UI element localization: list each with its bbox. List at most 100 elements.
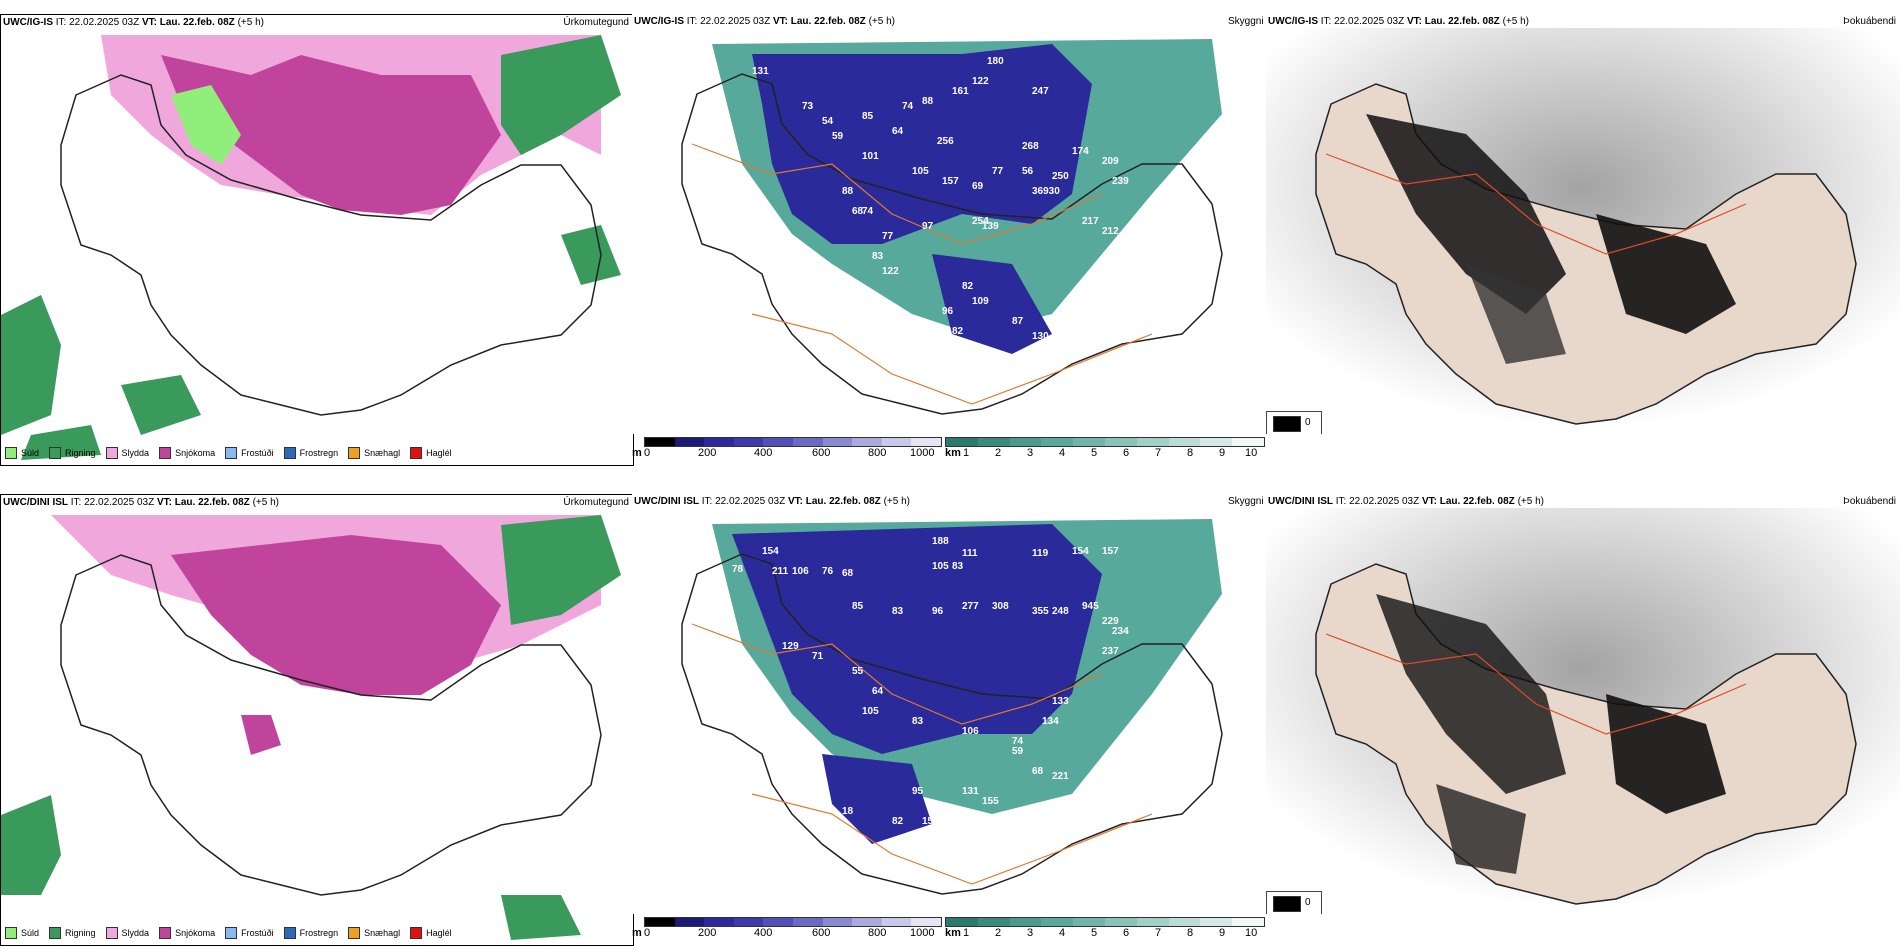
cloud-height-label: 78 [732, 564, 744, 575]
panel-title: Þokuábendi [1843, 16, 1896, 27]
cloud-height-label: 209 [1102, 156, 1119, 167]
cloud-panel-top: UWC/IG-IS IT: 22.02.2025 03Z VT: Lau. 22… [632, 14, 1264, 434]
legend-item: Slydda [105, 927, 149, 939]
cloud-height-label: 131 [752, 66, 769, 77]
legend-item: Haglél [410, 927, 452, 939]
cloud-height-label: 82 [962, 281, 974, 292]
cloud-height-label: 73 [802, 101, 814, 112]
cloud-height-label: 82 [952, 326, 964, 337]
cloud-height-label: 180 [987, 56, 1004, 67]
cloud-height-label: 83 [912, 716, 924, 727]
precip-type-panel-bottom: UWC/DINI ISL IT: 22.02.2025 03Z VT: Lau.… [0, 494, 634, 946]
cloud-height-label: 95 [912, 786, 924, 797]
skyggni-label: Skyggni [1228, 496, 1264, 507]
cloud-height-label: 155 [982, 796, 999, 807]
cloud-height-label: 212 [1102, 226, 1119, 237]
cloud-height-label: 36930 [1032, 186, 1060, 197]
panel-title: Úrkomutegund [563, 17, 629, 28]
precip-map [1, 35, 621, 460]
cloud-height-label: 69 [972, 181, 984, 192]
cloud-height-label: 133 [1052, 696, 1069, 707]
cloud-height-label: 119 [1032, 548, 1049, 559]
cloud-height-label: 83 [892, 606, 904, 617]
cloud-height-label: 68 [842, 568, 854, 579]
visibility-colorbar-top: km 1 2 3 4 5 6 7 8 9 10 [945, 437, 1265, 463]
cloud-height-label: 105 [862, 706, 879, 717]
legend-item: Súld [5, 447, 39, 459]
cloud-height-label: 59 [832, 131, 844, 142]
cloud-height-label: 211 [772, 566, 789, 577]
legend-item: Snjókoma [159, 927, 215, 939]
cloud-height-label: 308 [992, 601, 1009, 612]
height-colorbar-bottom: m 0 200 400 600 800 1000 [632, 917, 942, 943]
cloud-height-label: 96 [932, 606, 944, 617]
panel-header: UWC/DINI ISL IT: 22.02.2025 03Z VT: Lau.… [1268, 496, 1544, 507]
cloud-height-label: 129 [782, 641, 799, 652]
cloud-height-label: 106 [962, 726, 979, 737]
cloud-height-label: 277 [962, 601, 979, 612]
legend-item: Súld [5, 927, 39, 939]
cloud-height-label: 217 [1082, 216, 1099, 227]
panel-header: UWC/DINI ISL IT: 22.02.2025 03Z VT: Lau.… [634, 496, 910, 507]
legend-item: Frostregn [283, 447, 338, 459]
cloud-height-label: 77 [992, 166, 1004, 177]
cloud-height-label: 87 [1012, 316, 1024, 327]
cloud-map: 131 73 54 59 85 74 88 161 180 122 247 101 64 256 268 10… [681, 39, 1223, 415]
cloud-height-label: 161 [952, 86, 969, 97]
cloud-height-label: 122 [972, 76, 989, 87]
cloud-height-label: 55 [852, 666, 864, 677]
cloud-height-label: 76 [822, 566, 834, 577]
cloud-height-label: 101 [862, 151, 879, 162]
cloud-height-label: 248 [1052, 606, 1069, 617]
cloud-height-label: 945 [1082, 601, 1099, 612]
cloud-height-label: 74 [862, 206, 874, 217]
cloud-height-label: 68 [1032, 766, 1044, 777]
cloud-height-label: 105 [932, 561, 949, 572]
fog-map [1266, 28, 1900, 428]
panel-title: Úrkomutegund [563, 497, 629, 508]
cloud-height-label: 96 [942, 306, 954, 317]
fog-scale-legend: 0 60 [1266, 411, 1322, 434]
precip-type-panel-top: UWC/IG-IS IT: 22.02.2025 03Z VT: Lau. 22… [0, 14, 634, 466]
cloud-height-label: 105 [912, 166, 929, 177]
cloud-height-label: 229 [1102, 616, 1119, 627]
cloud-height-label: 237 [1102, 646, 1119, 657]
legend-item: Rigning [49, 447, 96, 459]
legend-item: Rigning [49, 927, 96, 939]
cloud-height-label: 83 [872, 251, 884, 262]
cloud-height-label: 221 [1052, 771, 1069, 782]
skyggni-label: Skyggni [1228, 16, 1264, 27]
cloud-height-label: 247 [1032, 86, 1049, 97]
cloud-height-label: 234 [1112, 626, 1129, 637]
legend-item: Frostúði [225, 927, 274, 939]
cloud-panel-bottom: UWC/DINI ISL IT: 22.02.2025 03Z VT: Lau.… [632, 494, 1264, 914]
visibility-colorbar-bottom: km 1 2 3 4 5 6 7 8 9 10 [945, 917, 1265, 943]
cloud-height-label: 279 [792, 786, 809, 797]
cloud-height-label: 88 [922, 96, 934, 107]
cloud-height-label: 157 [1102, 546, 1119, 557]
cloud-height-label: 134 [1042, 716, 1059, 727]
cloud-height-label: 85 [862, 111, 874, 122]
cloud-height-label: 83 [952, 561, 964, 572]
height-colorbar-top: m 0 200 400 600 800 1000 [632, 437, 942, 463]
cloud-height-label: 56 [1022, 166, 1034, 177]
legend-item: Snæhagl [348, 447, 400, 459]
cloud-height-label: 68 [852, 206, 864, 217]
fog-scale-legend: 0 60 [1266, 891, 1322, 914]
cloud-height-label: 256 [937, 136, 954, 147]
cloud-height-label: 139 [982, 221, 999, 232]
precip-map [1, 515, 621, 940]
panel-header: UWC/DINI ISL IT: 22.02.2025 03Z VT: Lau.… [3, 497, 279, 508]
legend-item: Frostregn [283, 927, 338, 939]
panel-header: UWC/IG-IS IT: 22.02.2025 03Z VT: Lau. 22… [3, 17, 264, 28]
cloud-height-label: 64 [892, 126, 904, 137]
cloud-height-label: 154 [1072, 546, 1089, 557]
cloud-height-label: 59 [1012, 746, 1024, 757]
cloud-height-label: 54 [822, 116, 834, 127]
cloud-height-label: 154 [762, 546, 779, 557]
cloud-height-label: 122 [882, 266, 899, 277]
legend-item: Frostúði [225, 447, 274, 459]
legend-item: Snjókoma [159, 447, 215, 459]
cloud-height-label: 82 [892, 816, 904, 827]
